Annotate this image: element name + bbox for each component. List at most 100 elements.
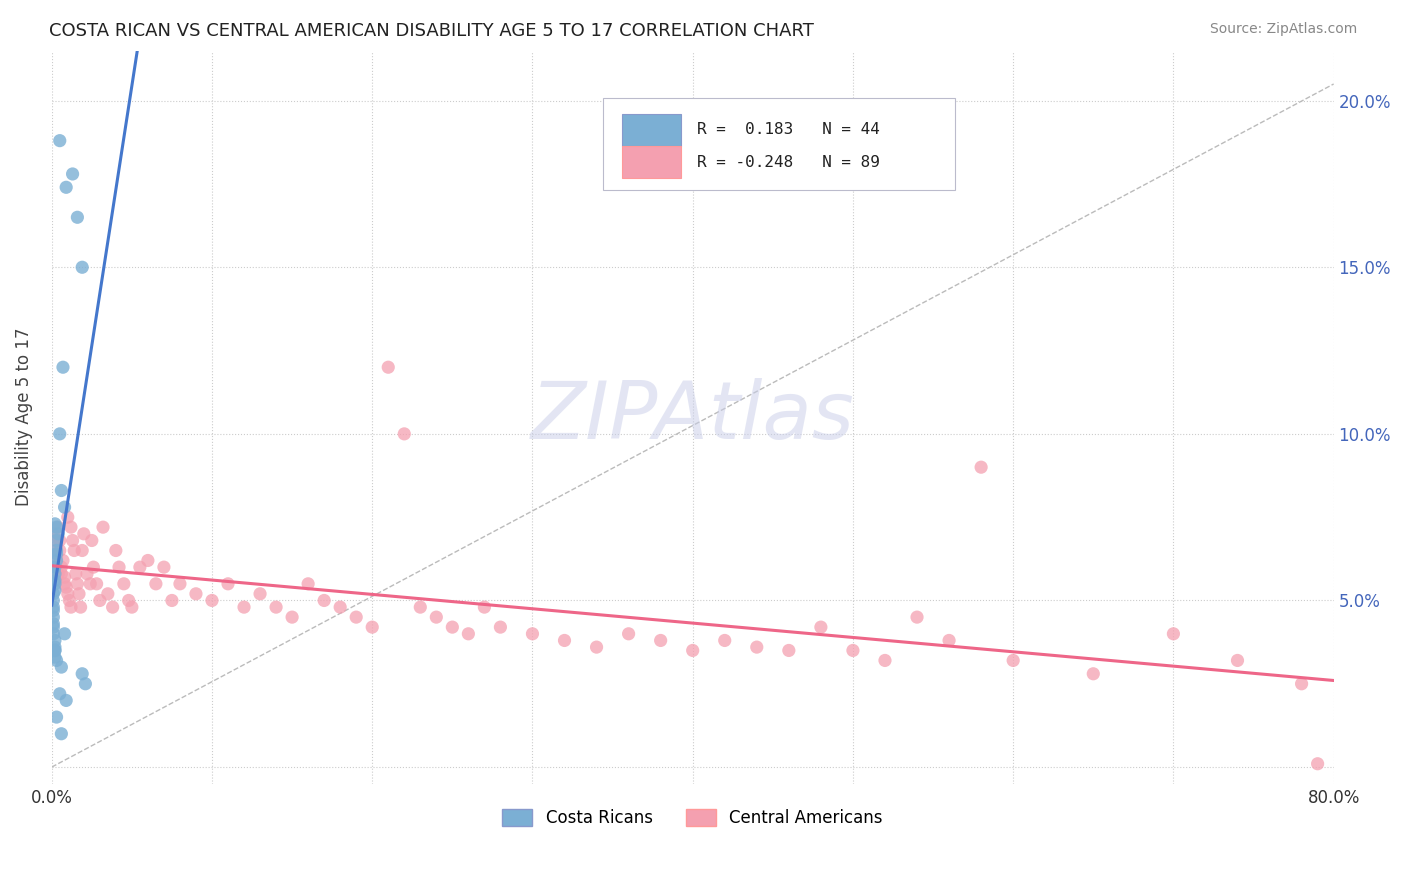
Text: Source: ZipAtlas.com: Source: ZipAtlas.com xyxy=(1209,22,1357,37)
Point xyxy=(73,526,96,541)
Point xyxy=(56,587,79,601)
Point xyxy=(55,693,77,707)
Point xyxy=(553,633,575,648)
Point xyxy=(58,593,80,607)
Point xyxy=(65,566,87,581)
Point xyxy=(49,687,72,701)
Point xyxy=(45,560,67,574)
Point xyxy=(51,727,73,741)
Point xyxy=(650,633,672,648)
Point xyxy=(49,134,72,148)
Point xyxy=(97,587,120,601)
Point xyxy=(44,576,66,591)
Point xyxy=(45,550,67,565)
Point xyxy=(233,600,256,615)
Point xyxy=(63,543,86,558)
Point xyxy=(136,553,159,567)
Point xyxy=(44,543,66,558)
Point xyxy=(59,600,82,615)
Point xyxy=(1306,756,1329,771)
Point xyxy=(873,653,896,667)
Point xyxy=(67,587,90,601)
Point xyxy=(42,587,65,601)
Point xyxy=(249,587,271,601)
Point xyxy=(59,520,82,534)
Point xyxy=(409,600,432,615)
Point xyxy=(810,620,832,634)
Point xyxy=(281,610,304,624)
Point xyxy=(44,640,66,654)
Point xyxy=(51,483,73,498)
Point xyxy=(145,576,167,591)
Point xyxy=(457,627,479,641)
Point xyxy=(56,510,79,524)
Point xyxy=(76,566,98,581)
Point xyxy=(104,543,127,558)
Point xyxy=(42,627,65,641)
Point xyxy=(49,543,72,558)
Point xyxy=(44,643,66,657)
Point xyxy=(70,543,93,558)
Point xyxy=(62,167,84,181)
Text: COSTA RICAN VS CENTRAL AMERICAN DISABILITY AGE 5 TO 17 CORRELATION CHART: COSTA RICAN VS CENTRAL AMERICAN DISABILI… xyxy=(49,22,814,40)
Point xyxy=(42,526,65,541)
Point xyxy=(108,560,131,574)
Point xyxy=(86,576,108,591)
Point xyxy=(46,520,69,534)
Point xyxy=(394,426,416,441)
Point xyxy=(617,627,640,641)
Point xyxy=(55,180,77,194)
Point xyxy=(49,533,72,548)
Point xyxy=(44,650,66,665)
Point xyxy=(682,643,704,657)
Point xyxy=(42,603,65,617)
Point xyxy=(441,620,464,634)
Point xyxy=(44,566,66,581)
Point xyxy=(45,547,67,561)
Point xyxy=(474,600,496,615)
Point xyxy=(53,570,76,584)
Point xyxy=(53,500,76,515)
Point xyxy=(91,520,114,534)
Point xyxy=(51,660,73,674)
Point xyxy=(522,627,544,641)
Point xyxy=(842,643,865,657)
Point xyxy=(45,520,67,534)
Point xyxy=(82,560,104,574)
Point xyxy=(44,574,66,588)
Point xyxy=(297,576,319,591)
Point xyxy=(44,533,66,548)
Point xyxy=(53,627,76,641)
Point xyxy=(45,710,67,724)
Point xyxy=(121,600,143,615)
Point xyxy=(217,576,239,591)
Point xyxy=(42,560,65,574)
Point xyxy=(66,576,89,591)
Point xyxy=(52,360,75,375)
Point xyxy=(44,583,66,598)
Point xyxy=(46,566,69,581)
Point xyxy=(713,633,735,648)
Point xyxy=(264,600,287,615)
Point xyxy=(1291,677,1313,691)
Point xyxy=(42,620,65,634)
FancyBboxPatch shape xyxy=(603,98,956,190)
Point xyxy=(42,593,65,607)
Point xyxy=(101,600,124,615)
Point xyxy=(75,677,97,691)
Point xyxy=(44,643,66,657)
Point xyxy=(45,553,67,567)
Point xyxy=(51,560,73,574)
Point xyxy=(112,576,135,591)
Point xyxy=(89,593,111,607)
Point xyxy=(70,260,93,275)
Point xyxy=(45,543,67,558)
Point xyxy=(1002,653,1025,667)
Point xyxy=(314,593,336,607)
Point xyxy=(329,600,352,615)
Point xyxy=(46,526,69,541)
Point xyxy=(153,560,176,574)
Point xyxy=(49,426,72,441)
Point xyxy=(128,560,150,574)
Point xyxy=(344,610,367,624)
